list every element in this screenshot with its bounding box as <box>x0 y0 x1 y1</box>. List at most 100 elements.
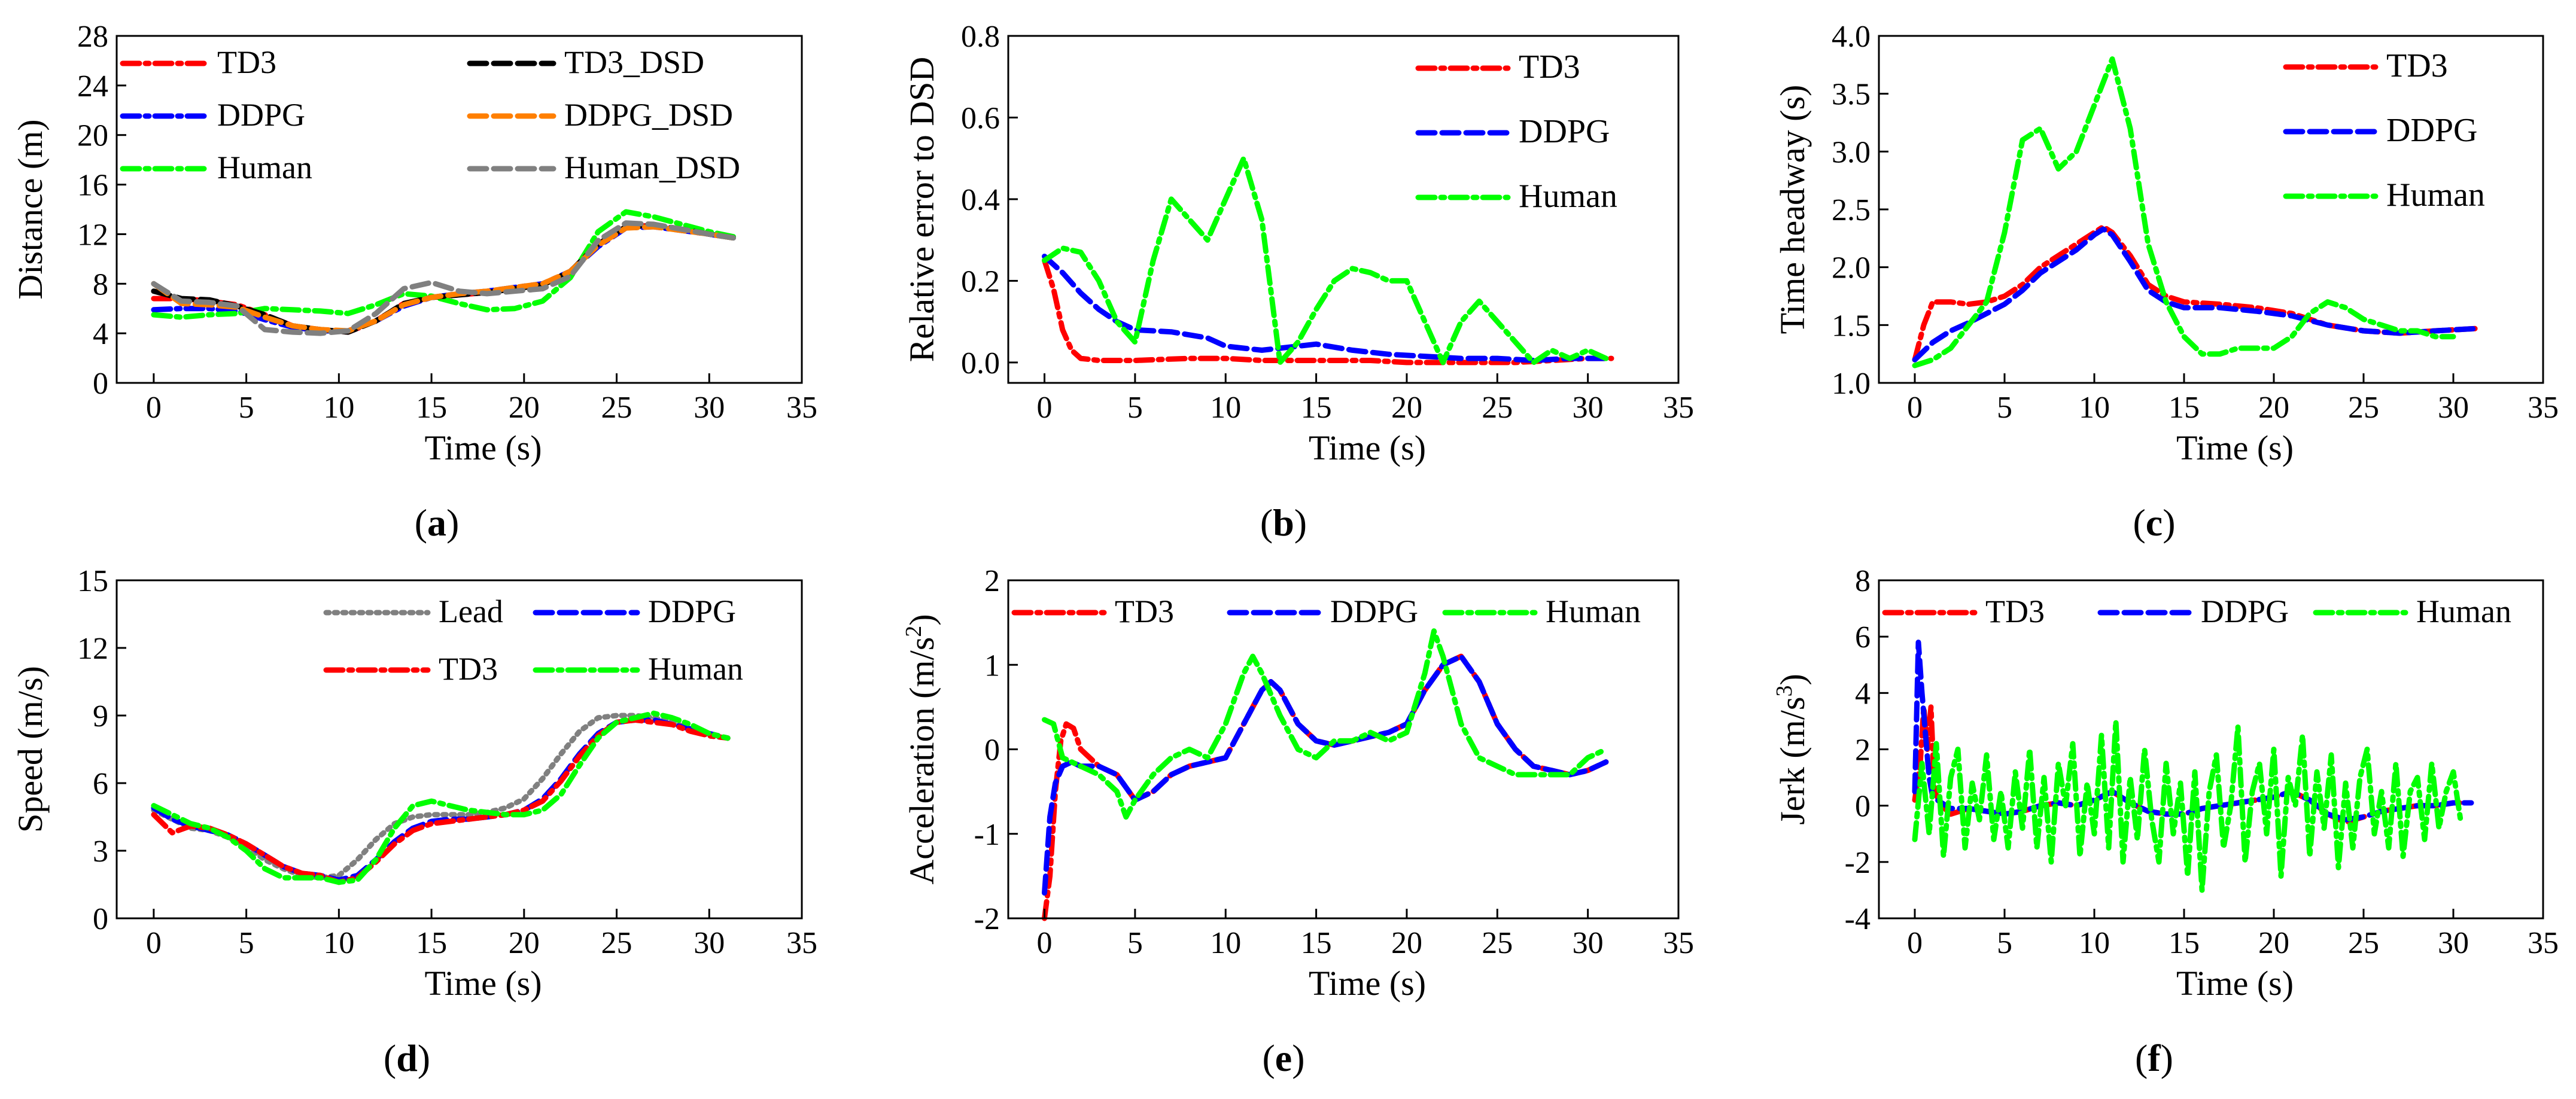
x-tick-label: 25 <box>601 391 632 425</box>
y-tick-label: 0.6 <box>961 101 1000 135</box>
x-tick-label: 5 <box>1127 391 1143 425</box>
legend: TD3 DDPG Human <box>1882 593 2511 629</box>
x-tick-label: 0 <box>146 926 162 960</box>
x-tick-label: 10 <box>323 391 354 425</box>
y-tick-label: 9 <box>93 699 108 733</box>
series-line-human <box>1042 628 1609 820</box>
x-axis-label: Time (s) <box>424 428 542 467</box>
y-tick-label: 12 <box>77 218 108 252</box>
y-tick-label: 0 <box>93 367 108 401</box>
chart-panel-c: 0 5 10 15 20 25 30 35 1.0 1.5 2.0 2.5 3.0 3.5 4.0 Time … <box>1773 20 2559 544</box>
plot-frame <box>1007 35 1680 384</box>
plot-frame <box>115 579 803 920</box>
series-line-ddpg <box>151 717 731 883</box>
x-tick-label: 5 <box>1127 926 1143 960</box>
x-tick-label: 35 <box>786 391 817 425</box>
legend: TD3 DDPG Human <box>1011 593 1641 629</box>
y-axis-label: Speed (m/s) <box>11 666 50 833</box>
x-tick-label: 25 <box>1482 926 1513 960</box>
legend-label: Human <box>217 150 312 185</box>
x-tick-label: 20 <box>2258 926 2289 960</box>
panel-caption: (b) <box>1260 501 1307 544</box>
chart-panel-f: 0 5 10 15 20 25 30 35 -4 -2 0 2 4 6 8 Time (s) Jerk (m/s… <box>1772 564 2559 1079</box>
y-tick-label: 24 <box>77 69 108 103</box>
x-tick-label: 20 <box>509 926 540 960</box>
x-tick-label: 30 <box>2438 926 2469 960</box>
y-tick-label: 4 <box>1855 677 1871 711</box>
x-tick-label: 30 <box>1573 391 1604 425</box>
x-axis-label: Time (s) <box>2176 428 2294 467</box>
x-tick-label: 20 <box>2258 391 2289 425</box>
y-tick-label: 2 <box>984 564 1000 598</box>
series-line-human <box>1912 718 2464 893</box>
legend-label: DDPG <box>2386 112 2477 149</box>
chart-panel-e: 0 5 10 15 20 25 30 35 -2 -1 0 1 2 Time (s) Acceleratio… <box>901 564 1694 1079</box>
legend-label: TD3 <box>2386 47 2448 84</box>
x-tick-label: 0 <box>146 391 162 425</box>
legend-label: TD3_DSD <box>564 44 704 80</box>
x-tick-label: 5 <box>239 391 254 425</box>
x-tick-label: 25 <box>2348 926 2379 960</box>
x-tick-label: 25 <box>1482 391 1513 425</box>
y-axis-label-superscript: 2 <box>901 626 926 637</box>
x-tick-label: 15 <box>416 391 447 425</box>
x-tick-label: 35 <box>2528 391 2559 425</box>
y-tick-label: 2.0 <box>1832 251 1871 285</box>
x-tick-label: 20 <box>1391 391 1422 425</box>
x-axis-label: Time (s) <box>1309 428 1426 467</box>
y-tick-label: 0.8 <box>961 20 1000 54</box>
plot-frame <box>1007 579 1680 920</box>
x-tick-label: 20 <box>1391 926 1422 960</box>
y-tick-label: 4 <box>93 317 108 351</box>
legend-label: Human <box>1519 178 1617 215</box>
y-tick-label: -2 <box>1845 846 1871 880</box>
y-tick-label: 3 <box>93 835 108 869</box>
x-tick-label: 35 <box>2528 926 2559 960</box>
y-tick-label: 8 <box>93 267 108 302</box>
legend-label: DDPG_DSD <box>564 97 733 133</box>
x-tick-label: 0 <box>1037 926 1053 960</box>
panel-caption: (c) <box>2133 501 2175 544</box>
y-tick-label: 1 <box>984 649 1000 683</box>
legend: TD3 DDPG Human <box>2283 47 2485 214</box>
y-tick-label: 8 <box>1855 564 1871 598</box>
panel-caption-letter: f <box>2148 1037 2161 1079</box>
x-tick-label: 10 <box>323 926 354 960</box>
series-line-ddpg <box>1912 226 2480 363</box>
chart-panel-a: 0 5 10 15 20 25 30 35 0 4 8 12 16 20 24 28 Time (s) Dista… <box>11 20 817 544</box>
x-tick-label: 30 <box>694 926 725 960</box>
legend-label: TD3 <box>1519 48 1580 86</box>
y-axis-label: Distance (m) <box>11 119 50 299</box>
x-tick-label: 5 <box>239 926 254 960</box>
x-tick-label: 35 <box>786 926 817 960</box>
x-tick-label: 35 <box>1663 926 1694 960</box>
legend-label: Human <box>648 651 743 687</box>
x-tick-label: 0 <box>1907 391 1923 425</box>
y-tick-label: 6 <box>1855 620 1871 654</box>
legend-label: Lead <box>439 593 503 629</box>
y-tick-label: 0 <box>1855 790 1871 824</box>
x-tick-label: 25 <box>601 926 632 960</box>
x-tick-label: 10 <box>2079 391 2110 425</box>
series-line-lead <box>151 713 731 881</box>
series-line-ddpg-dsd <box>151 224 736 334</box>
legend-label: DDPG <box>648 593 736 629</box>
x-tick-label: 30 <box>2438 391 2469 425</box>
x-tick-label: 15 <box>1301 391 1332 425</box>
x-axis-label: Time (s) <box>424 964 542 1003</box>
chart-panel-b: 0 5 10 15 20 25 30 35 0.0 0.2 0.4 0.6 0.8 Time (s) Rel… <box>902 20 1694 544</box>
y-tick-label: 6 <box>93 767 108 801</box>
y-tick-label: 28 <box>77 20 108 54</box>
x-tick-label: 10 <box>1210 926 1241 960</box>
legend-label: Human_DSD <box>564 150 740 185</box>
legend: TD3 TD3_DSD DDPG DDPG_DSD Human Human_DSD <box>120 44 740 185</box>
y-axis-label: Time headway (s) <box>1773 85 1812 334</box>
y-axis-label: Relative error to DSD <box>902 57 941 363</box>
series-line-td3-dsd <box>151 223 736 335</box>
y-tick-label: 3.5 <box>1832 78 1871 112</box>
legend-label: DDPG <box>1330 593 1418 629</box>
series-line-human-dsd <box>151 220 736 336</box>
series-line-ddpg <box>1042 254 1614 363</box>
x-tick-label: 5 <box>1997 926 2012 960</box>
panel-caption-letter: c <box>2146 501 2163 544</box>
